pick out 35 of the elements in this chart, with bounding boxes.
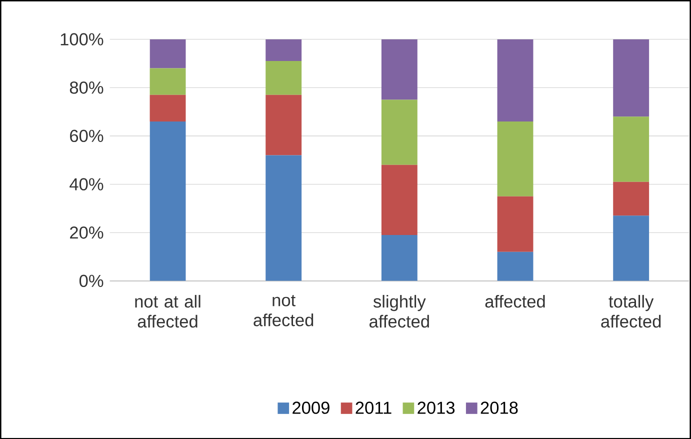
- y-tick-label: 80%: [70, 81, 104, 94]
- bar: [497, 39, 534, 122]
- legend-label: 2013: [418, 401, 455, 414]
- bar: [150, 94, 186, 122]
- bar: [266, 60, 302, 95]
- bar: [613, 216, 650, 281]
- bar: [497, 252, 534, 281]
- x-tick-label: not affected: [254, 294, 314, 326]
- y-tick-label: 100%: [60, 32, 104, 46]
- bar: [150, 68, 186, 95]
- bar: [266, 94, 302, 156]
- y-tick-label: 20%: [70, 226, 104, 239]
- bar: [613, 39, 650, 116]
- bar: [266, 39, 302, 61]
- bar: [497, 121, 534, 196]
- bar: [381, 100, 418, 165]
- x-tick-label: totally affected: [601, 294, 661, 328]
- bar: [497, 196, 534, 252]
- legend-label: 2009: [292, 401, 330, 414]
- bar: [613, 116, 650, 182]
- y-tick-label: 0%: [79, 274, 104, 287]
- bar: [266, 155, 302, 281]
- y-tick-label: 60%: [70, 130, 104, 142]
- bar: [381, 164, 418, 235]
- bar: [150, 39, 186, 68]
- x-tick-label: slightly affected: [370, 294, 429, 328]
- bar: [150, 121, 186, 281]
- x-tick-label: not at all affected: [135, 294, 200, 328]
- bar: [613, 182, 650, 216]
- x-tick-label: affected: [485, 294, 545, 308]
- y-tick-label: 40%: [70, 178, 104, 190]
- legend-label: 2018: [480, 401, 518, 414]
- bar: [381, 39, 418, 100]
- legend-label: 2011: [356, 401, 392, 414]
- bar: [381, 234, 418, 281]
